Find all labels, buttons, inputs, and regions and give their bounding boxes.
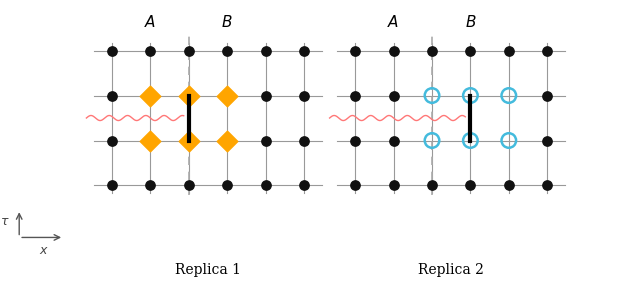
Point bbox=[299, 93, 309, 98]
Point bbox=[184, 183, 194, 188]
Point bbox=[107, 183, 117, 188]
Point bbox=[427, 138, 437, 143]
Point bbox=[145, 183, 156, 188]
Text: $B$: $B$ bbox=[465, 15, 476, 30]
Text: $A$: $A$ bbox=[387, 15, 400, 30]
Text: $B$: $B$ bbox=[221, 15, 233, 30]
Point bbox=[184, 93, 194, 98]
Point bbox=[184, 48, 194, 53]
Point bbox=[504, 138, 514, 143]
Text: Replica 1: Replica 1 bbox=[175, 263, 241, 277]
Point bbox=[388, 183, 399, 188]
Point bbox=[145, 138, 156, 143]
Point bbox=[427, 93, 437, 98]
Text: Replica 2: Replica 2 bbox=[419, 263, 484, 277]
Point bbox=[350, 93, 360, 98]
Point bbox=[260, 93, 271, 98]
Point bbox=[222, 48, 232, 53]
Point bbox=[427, 48, 437, 53]
Point bbox=[145, 93, 156, 98]
Point bbox=[542, 138, 552, 143]
Point bbox=[427, 183, 437, 188]
Point bbox=[299, 183, 309, 188]
Point bbox=[504, 183, 514, 188]
Point bbox=[504, 48, 514, 53]
Point bbox=[465, 138, 476, 143]
Point bbox=[350, 183, 360, 188]
Point bbox=[222, 183, 232, 188]
Point bbox=[107, 138, 117, 143]
Point bbox=[388, 48, 399, 53]
Point bbox=[222, 93, 232, 98]
Point bbox=[504, 93, 514, 98]
Point bbox=[107, 48, 117, 53]
Point bbox=[222, 138, 232, 143]
Point bbox=[388, 138, 399, 143]
Point bbox=[465, 183, 476, 188]
Point bbox=[299, 48, 309, 53]
Point bbox=[465, 48, 476, 53]
Point bbox=[542, 48, 552, 53]
Point bbox=[465, 93, 476, 98]
Point bbox=[260, 48, 271, 53]
Point bbox=[299, 138, 309, 143]
Point bbox=[350, 48, 360, 53]
Point bbox=[184, 138, 194, 143]
Point bbox=[388, 93, 399, 98]
Point bbox=[542, 183, 552, 188]
Text: $A$: $A$ bbox=[144, 15, 157, 30]
Point bbox=[107, 93, 117, 98]
Point bbox=[260, 138, 271, 143]
Point bbox=[260, 183, 271, 188]
Text: $x$: $x$ bbox=[39, 244, 49, 257]
Point bbox=[145, 48, 156, 53]
Text: $\tau$: $\tau$ bbox=[1, 216, 10, 228]
Point bbox=[542, 93, 552, 98]
Point bbox=[350, 138, 360, 143]
